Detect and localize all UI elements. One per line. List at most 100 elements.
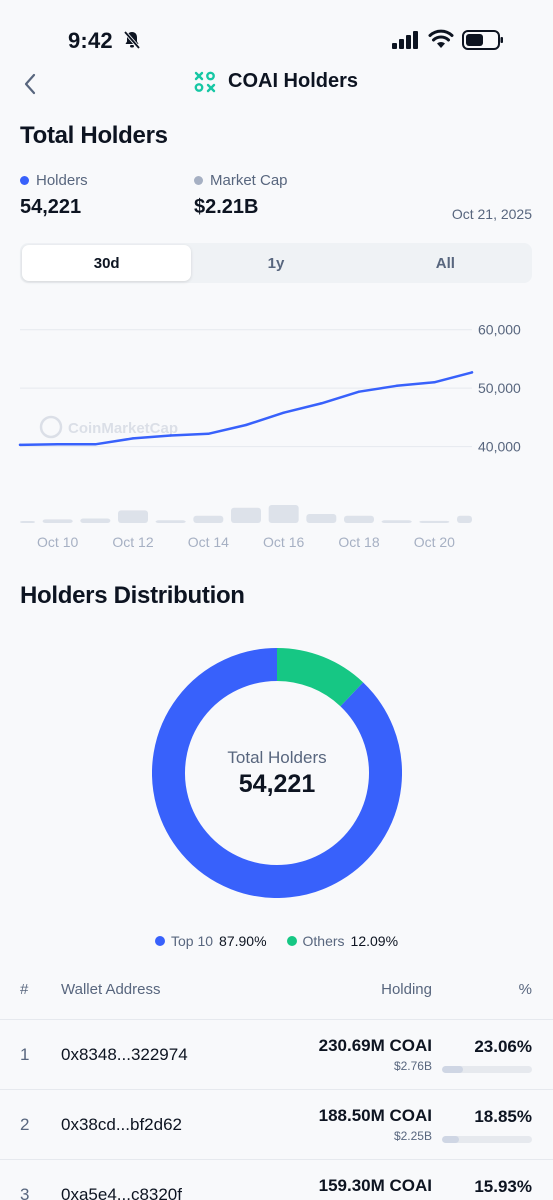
column-rank: # [20,981,29,998]
page-title: COAI Holders [228,70,359,92]
legend-dot-top10 [154,936,165,946]
y-tick-label: 40,000 [478,439,521,455]
total-holders-heading: Total Holders [20,122,168,149]
status-time: 9:42 [68,28,113,53]
legend-label-others: Others [302,933,345,949]
row-rank: 3 [20,1185,30,1200]
volume-bar [20,521,35,523]
holders-data-point [244,423,248,427]
market-cap-value: $2.21B [194,196,259,218]
donut-slice-others[interactable] [276,648,364,707]
row-rank: 1 [20,1045,30,1064]
volume-bar [118,510,148,523]
x-tick-label: Oct 16 [263,534,304,550]
y-tick-label: 50,000 [478,380,521,396]
coinmarketcap-watermark: CoinMarketCap [39,415,178,439]
legend-item-others: Others 12.09% [286,933,399,949]
market-cap-label: Market Cap [210,172,288,189]
cellular-signal-icon [392,31,418,49]
market-cap-metric: Market Cap $2.21B [194,172,288,219]
table-row[interactable]: 3 0xa5e4...c8320f 159.30M COAI 15.93% [0,1160,553,1200]
row-wallet-address[interactable]: 0x38cd...bf2d62 [61,1115,182,1134]
row-share-bar [442,1066,532,1073]
holders-data-point [470,371,474,374]
x-tick-label: Oct 10 [37,534,78,550]
row-percent: 23.06% [474,1037,532,1056]
wifi-icon [428,29,454,48]
holders-value: 54,221 [20,196,82,218]
table-row[interactable]: 1 0x8348...322974 230.69M COAI $2.76B 23… [0,1020,553,1090]
row-wallet-address[interactable]: 0x8348...322974 [61,1045,188,1064]
row-holding-amount: 230.69M COAI [318,1036,432,1055]
legend-label-top10: Top 10 [170,933,214,949]
row-wallet-address[interactable]: 0xa5e4...c8320f [61,1185,182,1200]
row-share-bar-fill [442,1136,459,1143]
x-tick-label: Oct 20 [414,534,455,550]
volume-bar [306,514,337,523]
column-wallet-address: Wallet Address [61,981,161,998]
row-holding-amount: 159.30M COAI [318,1176,432,1195]
nav-title-group: COAI Holders [194,70,358,93]
holders-data-point [320,402,323,405]
back-button[interactable] [14,68,46,100]
legend-dot-others [286,936,297,946]
tab-all[interactable]: All [435,254,455,272]
nav-header: COAI Holders [0,64,553,104]
holders-data-point [131,437,135,440]
distribution-donut-chart: Total Holders 54,221 [152,648,402,898]
volume-bar [193,515,224,523]
donut-slice-top10[interactable] [152,648,402,898]
row-holding-usd: $2.76B [393,1059,432,1073]
volume-bar [231,507,261,523]
tab-30d[interactable]: 30d [22,245,192,281]
tab-1y[interactable]: 1y [267,254,285,272]
volume-bar [42,519,73,523]
y-tick-label: 60,000 [478,322,521,338]
row-holding-amount: 188.50M COAI [318,1106,432,1125]
row-share-bar-fill [442,1066,463,1073]
holders-data-point [94,443,97,446]
legend-item-top10: Top 10 87.90% [154,933,267,949]
legend-value-others: 12.09% [350,933,399,949]
range-tabs: 30d 1y All [20,243,532,283]
holders-metric: Holders 54,221 [20,172,88,219]
battery-icon [462,30,503,50]
donut-center-caption: Total Holders [227,747,327,767]
chart-date: Oct 21, 2025 [451,206,532,222]
x-tick-label: Oct 14 [188,534,229,550]
row-rank: 2 [20,1115,30,1134]
holders-data-point [282,411,285,414]
holders-data-point [357,390,361,393]
volume-bar [80,518,111,523]
holders-legend-dot [20,176,29,185]
volume-bar [381,520,412,523]
volume-bar [419,520,450,523]
table-divider [0,1089,553,1090]
row-percent: 18.85% [474,1107,532,1126]
row-holding-usd: $2.25B [393,1129,432,1143]
table-divider [0,1019,553,1020]
holders-distribution-heading: Holders Distribution [20,582,245,609]
holders-table-header: # Wallet Address Holding % [0,980,553,1004]
holders-data-point [169,434,172,437]
holders-line-chart[interactable]: 60,000 50,000 40,000 CoinMarketCap Oct 10 Oct… [0,290,553,560]
volume-bar [155,520,186,523]
volume-bar [268,505,299,523]
volume-bar [344,515,374,523]
chevron-left-icon [24,73,36,95]
holders-data-point [433,381,436,384]
x-tick-label: Oct 18 [338,534,379,550]
holders-data-point [395,384,398,388]
column-holding[interactable]: Holding [381,981,432,998]
holders-data-point [207,432,210,435]
row-share-bar [442,1136,532,1143]
holders-data-point [56,443,59,446]
market-cap-legend-dot [194,176,203,185]
row-percent: 15.93% [474,1177,532,1196]
table-row[interactable]: 2 0x38cd...bf2d62 188.50M COAI $2.25B 18… [0,1090,553,1160]
distribution-legend: Top 10 87.90% Others 12.09% [0,933,553,949]
column-percent[interactable]: % [518,981,532,998]
bell-muted-icon [123,30,141,50]
holders-label: Holders [36,172,88,189]
table-divider [0,1159,553,1160]
